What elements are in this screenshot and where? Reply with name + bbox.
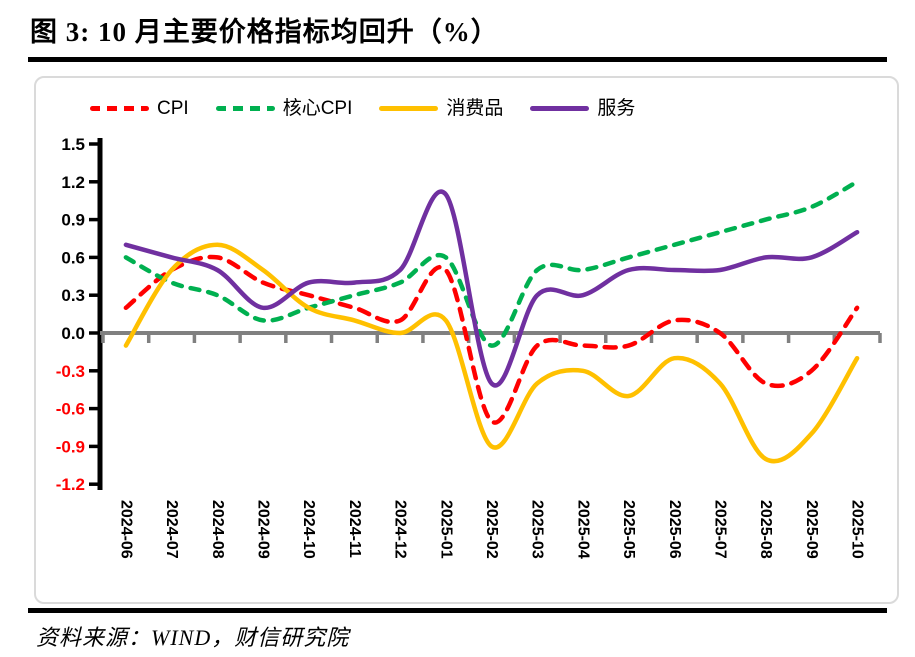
y-axis-label: 1.2	[61, 173, 85, 192]
legend-line-sample-core-cpi	[215, 106, 275, 111]
legend-line-sample-consumer-goods	[379, 106, 439, 111]
y-axis-label: 1.5	[61, 135, 85, 154]
legend-label-services: 服务	[597, 98, 636, 119]
x-axis-label: 2024-09	[254, 500, 271, 559]
legend-item-services: 服务	[530, 99, 635, 118]
x-axis-label: 2025-03	[529, 500, 546, 559]
x-axis-label: 2025-01	[437, 500, 454, 559]
legend-label-cpi: CPI	[157, 98, 189, 119]
legend-line-sample-cpi	[90, 106, 149, 111]
x-axis-label: 2025-02	[483, 500, 500, 559]
series-line-cpi	[123, 254, 860, 425]
title-divider	[28, 57, 887, 62]
x-axis-label: 2025-08	[757, 500, 774, 559]
x-axis-label: 2025-05	[620, 500, 637, 559]
y-axis-label: 0.3	[61, 286, 85, 305]
y-axis-label: 0.9	[61, 211, 85, 230]
y-axis-label: -0.3	[56, 362, 85, 381]
legend-item-cpi: CPI	[90, 99, 189, 118]
x-axis-label: 2024-10	[300, 500, 317, 559]
legend-line-sample-services	[530, 106, 590, 111]
series-line-core-cpi	[123, 179, 860, 348]
x-axis-label: 2025-04	[574, 500, 591, 559]
series-line-services	[123, 189, 860, 388]
y-axis-label: -1.2	[56, 475, 85, 494]
legend-label-consumer-goods: 消费品	[446, 98, 504, 119]
legend-label-core-cpi: 核心CPI	[282, 98, 353, 119]
y-axis-label: 0.0	[61, 324, 85, 343]
x-axis-label: 2025-07	[712, 500, 729, 559]
x-axis-label: 2025-06	[666, 500, 683, 559]
legend-item-core-cpi: 核心CPI	[215, 98, 353, 119]
legend-item-consumer-goods: 消费品	[379, 99, 503, 118]
y-axis-label: -0.6	[56, 400, 85, 419]
y-axis-label: -0.9	[56, 437, 85, 456]
x-axis-label: 2025-10	[849, 500, 866, 559]
x-axis-label: 2025-09	[803, 500, 820, 559]
figure-title: 图 3: 10 月主要价格指标均回升（%）	[30, 17, 499, 47]
x-axis-label: 2024-12	[392, 500, 409, 559]
source-note: 资料来源：WIND，财信研究院	[36, 625, 350, 650]
series-line-consumer-goods	[123, 242, 860, 464]
y-axis-label: 0.6	[61, 248, 85, 267]
x-axis-label: 2024-06	[117, 500, 134, 559]
x-axis-label: 2024-07	[163, 500, 180, 559]
x-axis-label: 2024-08	[209, 500, 226, 559]
source-divider	[28, 608, 887, 613]
x-axis-label: 2024-11	[346, 500, 363, 558]
chart-legend: CPI 核心CPI 消费品 服务	[90, 99, 635, 118]
